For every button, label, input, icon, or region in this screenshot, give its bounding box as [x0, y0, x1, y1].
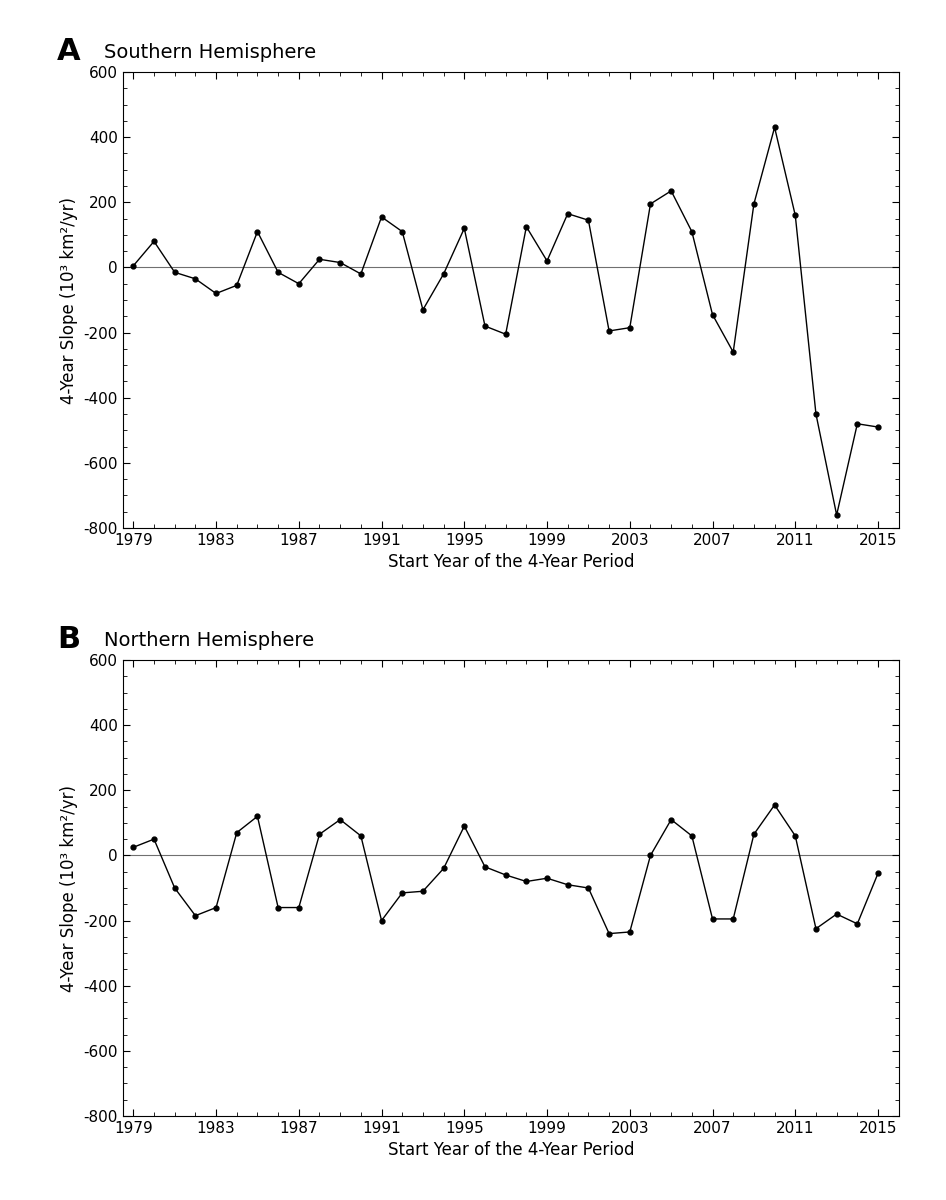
Y-axis label: 4-Year Slope (10³ km²/yr): 4-Year Slope (10³ km²/yr)	[60, 197, 79, 403]
Text: Southern Hemisphere: Southern Hemisphere	[104, 43, 316, 62]
Text: B: B	[57, 625, 79, 654]
X-axis label: Start Year of the 4-Year Period: Start Year of the 4-Year Period	[388, 553, 634, 571]
Text: A: A	[57, 37, 80, 66]
Y-axis label: 4-Year Slope (10³ km²/yr): 4-Year Slope (10³ km²/yr)	[60, 785, 79, 991]
Text: Northern Hemisphere: Northern Hemisphere	[104, 631, 314, 650]
X-axis label: Start Year of the 4-Year Period: Start Year of the 4-Year Period	[388, 1141, 634, 1159]
